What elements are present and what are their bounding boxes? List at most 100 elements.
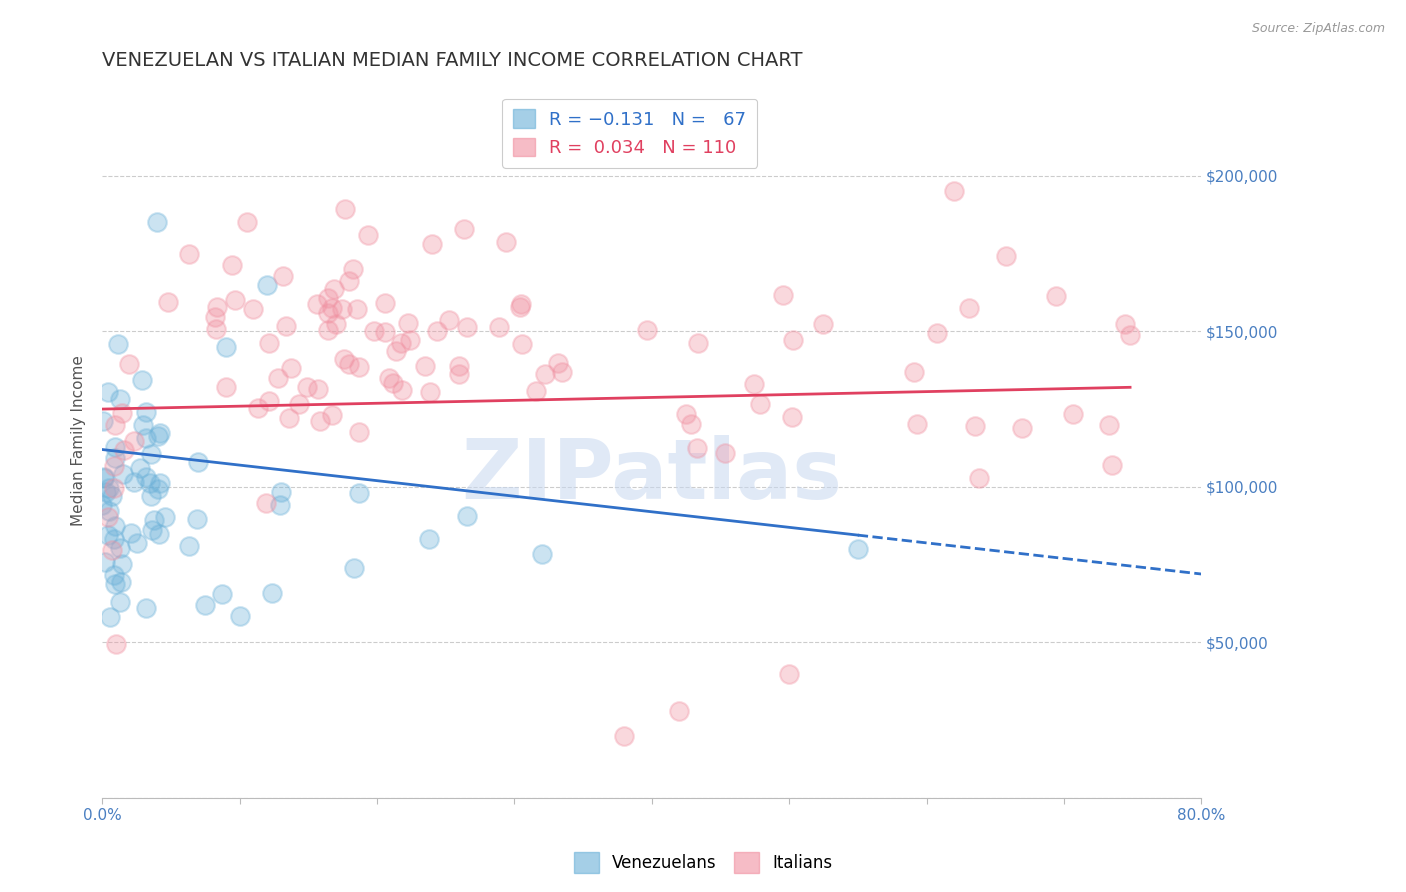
Point — [110, 574, 132, 589]
Point — [321, 301, 343, 315]
Point — [97, 481, 120, 495]
Point — [141, 489, 163, 503]
Point — [186, 512, 208, 526]
Point — [127, 536, 149, 550]
Point — [636, 323, 658, 337]
Point — [156, 295, 179, 310]
Point — [316, 323, 339, 337]
Point — [259, 335, 281, 350]
Point — [108, 541, 131, 555]
Point — [103, 533, 125, 547]
Point — [121, 526, 143, 541]
Point — [316, 291, 339, 305]
Point — [385, 344, 408, 359]
Point — [418, 532, 440, 546]
Point — [280, 360, 302, 375]
Point — [104, 418, 127, 433]
Point — [112, 467, 135, 481]
Point — [204, 310, 226, 325]
Point — [257, 394, 280, 409]
Point — [426, 324, 449, 338]
Point — [509, 300, 531, 314]
Point — [97, 510, 120, 524]
Point — [337, 274, 360, 288]
Point — [103, 567, 125, 582]
Point — [269, 499, 291, 513]
Point — [347, 425, 370, 439]
Point — [551, 365, 574, 379]
Point — [129, 460, 152, 475]
Point — [215, 340, 238, 354]
Point — [533, 367, 555, 381]
Point — [530, 547, 553, 561]
Point — [943, 184, 966, 198]
Point — [307, 382, 329, 396]
Point — [398, 334, 420, 348]
Point — [288, 397, 311, 411]
Point — [994, 249, 1017, 263]
Point — [381, 376, 404, 391]
Point — [148, 527, 170, 541]
Point — [221, 258, 243, 272]
Y-axis label: Median Family Income: Median Family Income — [72, 355, 86, 525]
Point — [782, 334, 804, 348]
Point — [323, 282, 346, 296]
Point — [274, 319, 297, 334]
Point — [107, 336, 129, 351]
Point — [419, 384, 441, 399]
Legend: R = −0.131   N =   67, R =  0.034   N = 110: R = −0.131 N = 67, R = 0.034 N = 110 — [502, 98, 758, 168]
Point — [613, 729, 636, 743]
Point — [256, 277, 278, 292]
Point — [224, 293, 246, 307]
Point — [780, 410, 803, 425]
Point — [215, 380, 238, 394]
Point — [332, 352, 354, 367]
Point — [104, 519, 127, 533]
Point — [104, 441, 127, 455]
Point — [681, 417, 703, 432]
Point — [346, 302, 368, 317]
Point — [1101, 458, 1123, 472]
Point — [135, 404, 157, 418]
Point — [94, 484, 117, 499]
Point — [495, 235, 517, 249]
Point — [277, 411, 299, 425]
Point — [153, 509, 176, 524]
Point — [101, 489, 124, 503]
Point — [524, 384, 547, 398]
Point — [389, 336, 412, 351]
Point — [149, 425, 172, 440]
Point — [688, 336, 710, 351]
Point — [93, 469, 115, 483]
Point — [122, 475, 145, 490]
Point — [391, 383, 413, 397]
Point — [295, 380, 318, 394]
Point — [146, 215, 169, 229]
Point — [547, 356, 569, 370]
Point — [148, 428, 170, 442]
Point — [903, 365, 925, 379]
Point — [122, 434, 145, 449]
Point — [742, 376, 765, 391]
Point — [111, 557, 134, 571]
Point — [748, 397, 770, 411]
Point — [91, 414, 114, 428]
Point — [110, 392, 132, 407]
Point — [135, 470, 157, 484]
Point — [957, 301, 980, 315]
Point — [714, 446, 737, 460]
Point — [309, 414, 332, 428]
Point — [330, 301, 353, 316]
Point — [1119, 327, 1142, 342]
Point — [347, 485, 370, 500]
Point — [94, 555, 117, 569]
Point — [1114, 318, 1136, 332]
Point — [316, 305, 339, 319]
Point — [135, 431, 157, 445]
Point — [236, 215, 259, 229]
Point — [112, 442, 135, 457]
Point — [256, 496, 278, 510]
Point — [378, 371, 401, 385]
Point — [675, 407, 697, 421]
Point — [97, 504, 120, 518]
